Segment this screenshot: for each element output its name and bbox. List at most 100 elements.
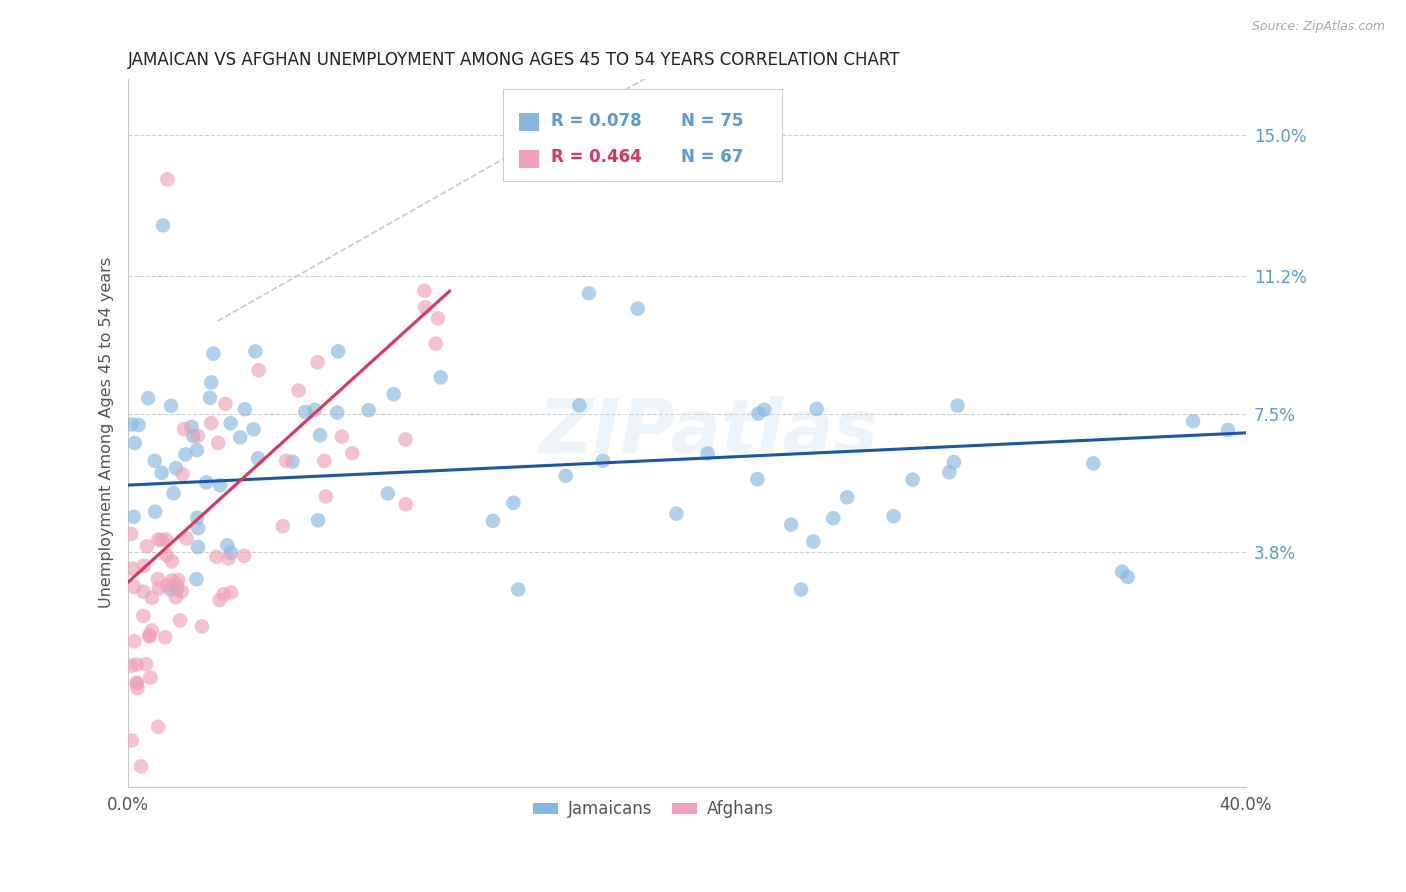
Point [326,406,349,420]
Point [207,435,229,450]
Point [247,363,270,377]
Point [754,402,776,417]
Point [801,534,824,549]
Point [1116,570,1139,584]
Point [413,300,436,314]
Point [747,472,769,486]
Point [124,634,146,648]
Point [191,619,214,633]
Point [156,578,179,592]
Legend: Jamaicans, Afghans: Jamaicans, Afghans [526,794,780,825]
Point [242,422,264,436]
Point [247,451,270,466]
Point [138,629,160,643]
Point [125,676,148,690]
Point [156,172,179,186]
Point [150,466,173,480]
Point [233,402,256,417]
Point [413,284,436,298]
Point [136,391,159,405]
Point [124,436,146,450]
Point [122,509,145,524]
FancyBboxPatch shape [519,150,540,168]
Point [121,417,143,432]
Point [195,475,218,490]
Point [186,510,208,524]
Point [125,657,148,672]
Point [209,478,232,492]
Point [780,517,803,532]
Point [172,467,194,482]
Point [135,539,157,553]
Point [148,533,170,547]
Point [127,681,149,696]
Point [1216,423,1239,437]
Point [823,511,845,525]
Point [309,428,332,442]
Point [152,219,174,233]
Point [165,591,187,605]
Point [274,454,297,468]
Point [148,581,170,595]
Point [132,558,155,573]
Point [508,582,530,597]
Point [942,455,965,469]
Point [217,538,239,552]
Point [382,387,405,401]
Point [138,628,160,642]
Point [143,454,166,468]
Text: N = 67: N = 67 [682,147,744,166]
Point [125,676,148,690]
Y-axis label: Unemployment Among Ages 45 to 54 years: Unemployment Among Ages 45 to 54 years [100,257,114,608]
Point [1111,565,1133,579]
Point [212,587,235,601]
Point [146,572,169,586]
Point [187,521,209,535]
Point [790,582,813,597]
Point [155,548,177,562]
FancyBboxPatch shape [502,89,782,181]
Point [219,546,242,560]
Point [120,658,142,673]
Point [245,344,267,359]
Point [187,429,209,443]
Point [304,402,326,417]
Point [135,657,157,671]
Point [160,399,183,413]
Point [342,446,364,460]
Point [229,430,252,444]
Point [173,422,195,436]
Point [696,446,718,460]
Point [835,491,858,505]
Point [208,593,231,607]
Point [150,533,173,547]
Point [159,582,181,597]
Point [183,429,205,443]
Point [938,465,960,479]
Point [174,447,197,461]
Point [394,433,416,447]
Point [121,561,143,575]
Point [627,301,650,316]
Text: Source: ZipAtlas.com: Source: ZipAtlas.com [1251,20,1385,33]
Point [326,344,349,359]
Point [141,591,163,605]
Text: N = 75: N = 75 [682,112,744,130]
Point [357,403,380,417]
FancyBboxPatch shape [519,113,540,131]
Point [146,720,169,734]
Point [122,580,145,594]
Point [187,540,209,554]
Text: JAMAICAN VS AFGHAN UNEMPLOYMENT AMONG AGES 45 TO 54 YEARS CORRELATION CHART: JAMAICAN VS AFGHAN UNEMPLOYMENT AMONG AG… [128,51,901,69]
Point [155,533,177,547]
Point [205,549,228,564]
Point [155,630,177,644]
Point [377,486,399,500]
Point [502,496,524,510]
Point [307,355,329,369]
Point [426,311,449,326]
Point [946,399,969,413]
Point [160,554,183,568]
Point [165,461,187,475]
Point [166,582,188,597]
